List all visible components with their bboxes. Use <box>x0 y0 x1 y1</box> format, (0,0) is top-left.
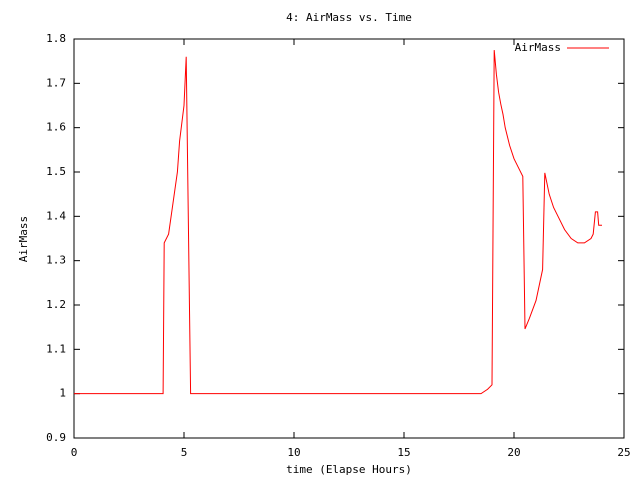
y-tick-label: 1.2 <box>46 298 66 311</box>
chart-title: 4: AirMass vs. Time <box>286 11 412 24</box>
y-tick-label: 1.5 <box>46 165 66 178</box>
y-tick-label: 1 <box>59 387 66 400</box>
y-tick-label: 1.3 <box>46 254 66 267</box>
y-tick-label: 1.7 <box>46 76 66 89</box>
x-tick-label: 0 <box>71 446 78 459</box>
y-tick-label: 1.1 <box>46 342 66 355</box>
y-tick-label: 1.8 <box>46 32 66 45</box>
x-tick-label: 10 <box>287 446 300 459</box>
data-line <box>74 50 602 395</box>
x-tick-label: 20 <box>507 446 520 459</box>
legend-label: AirMass <box>515 41 561 54</box>
y-tick-label: 1.4 <box>46 209 66 222</box>
x-tick-label: 5 <box>181 446 188 459</box>
y-tick-label: 1.6 <box>46 121 66 134</box>
plot-border <box>73 38 625 439</box>
y-tick-label: 0.9 <box>46 431 66 444</box>
x-tick-label: 25 <box>617 446 630 459</box>
x-axis-label: time (Elapse Hours) <box>286 463 412 476</box>
x-tick-label: 15 <box>397 446 410 459</box>
y-axis-label: AirMass <box>17 216 30 262</box>
